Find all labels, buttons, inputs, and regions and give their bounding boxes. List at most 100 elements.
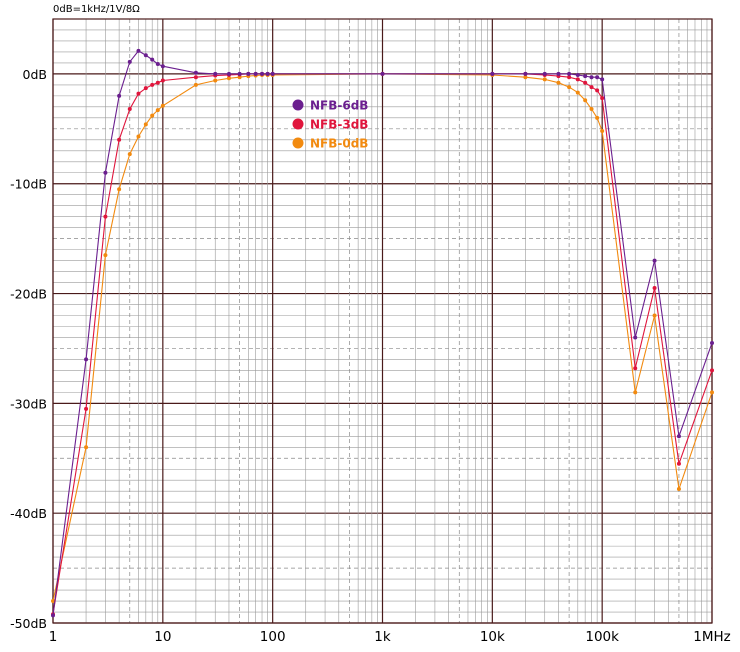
data-point xyxy=(246,71,251,76)
data-point xyxy=(213,78,218,83)
data-point xyxy=(542,71,547,76)
data-point xyxy=(193,70,198,75)
data-point xyxy=(155,108,160,113)
data-point xyxy=(117,187,122,192)
data-point xyxy=(84,445,89,450)
data-point xyxy=(676,461,681,466)
x-tick-label: 1k xyxy=(374,629,391,645)
data-point xyxy=(150,82,155,87)
data-point xyxy=(160,78,165,83)
x-tick-label: 10k xyxy=(480,629,505,645)
data-point xyxy=(84,357,89,362)
data-point xyxy=(490,71,495,76)
data-point xyxy=(710,340,714,345)
y-tick-label: -40dB xyxy=(10,506,47,521)
data-point xyxy=(583,74,588,79)
x-tick-label: 1MHz xyxy=(693,629,730,645)
data-point xyxy=(523,71,528,76)
data-point xyxy=(103,214,108,219)
data-point xyxy=(160,64,165,69)
data-point xyxy=(226,71,231,76)
x-tick-label: 100k xyxy=(585,629,619,645)
data-point xyxy=(253,71,258,76)
data-point xyxy=(556,80,561,85)
x-tick-label: 100 xyxy=(260,629,286,645)
data-point xyxy=(226,76,231,81)
x-tick-label: 10 xyxy=(154,629,171,645)
data-point xyxy=(143,86,148,91)
data-point xyxy=(193,82,198,87)
data-point xyxy=(51,599,55,604)
legend-label: NFB-0dB xyxy=(310,137,368,151)
data-point xyxy=(237,71,242,76)
data-point xyxy=(542,77,547,82)
series-layer xyxy=(51,48,714,618)
reference-note: 0dB=1kHz/1V/8Ω xyxy=(53,4,140,15)
plot-frame xyxy=(52,18,713,624)
data-point xyxy=(595,88,600,93)
y-tick-label: 0dB xyxy=(23,67,47,82)
grid xyxy=(52,18,713,624)
data-point xyxy=(380,71,385,76)
series-line xyxy=(52,50,713,616)
data-point xyxy=(143,53,148,58)
data-point xyxy=(117,137,122,142)
data-point xyxy=(595,75,600,80)
y-tick-label: -10dB xyxy=(10,177,47,192)
data-point xyxy=(265,71,270,76)
data-point xyxy=(150,57,155,62)
series-nfb-6db xyxy=(51,48,714,618)
data-point xyxy=(595,115,600,120)
legend: NFB-6dB NFB-3dB NFB-0dB xyxy=(292,99,368,151)
legend-marker xyxy=(292,137,304,149)
data-point xyxy=(117,93,122,98)
data-point xyxy=(589,107,594,112)
data-point xyxy=(652,313,657,318)
y-tick-label: -30dB xyxy=(10,396,47,411)
y-tick-label: -50dB xyxy=(10,616,47,631)
data-point xyxy=(710,368,714,373)
data-point xyxy=(150,113,155,118)
data-point xyxy=(633,366,638,371)
data-point xyxy=(127,152,132,157)
data-point xyxy=(583,80,588,85)
data-point xyxy=(155,62,160,67)
data-point xyxy=(193,75,198,80)
data-point xyxy=(260,71,265,76)
data-point xyxy=(103,170,108,175)
legend-marker xyxy=(292,118,304,130)
legend-marker xyxy=(292,99,304,111)
data-point xyxy=(155,80,160,85)
data-point xyxy=(556,71,561,76)
data-point xyxy=(600,77,605,82)
legend-label: NFB-3dB xyxy=(310,118,368,132)
data-point xyxy=(136,134,141,139)
data-point xyxy=(583,98,588,103)
data-point xyxy=(160,103,165,108)
data-point xyxy=(600,96,605,101)
data-point xyxy=(575,77,580,82)
data-point xyxy=(567,75,572,80)
data-point xyxy=(567,71,572,76)
data-point xyxy=(567,85,572,90)
y-tick-label: -20dB xyxy=(10,287,47,302)
data-point xyxy=(127,59,132,64)
data-point xyxy=(575,90,580,95)
data-point xyxy=(652,258,657,263)
data-point xyxy=(589,85,594,90)
data-point xyxy=(237,75,242,80)
data-point xyxy=(213,71,218,76)
data-point xyxy=(51,613,55,618)
data-point xyxy=(523,75,528,80)
data-point xyxy=(136,48,141,53)
x-tick-label: 1 xyxy=(49,629,58,645)
data-point xyxy=(270,71,275,76)
data-point xyxy=(652,286,657,291)
series-line xyxy=(52,73,713,602)
data-point xyxy=(589,75,594,80)
data-point xyxy=(710,390,714,395)
data-point xyxy=(600,129,605,134)
